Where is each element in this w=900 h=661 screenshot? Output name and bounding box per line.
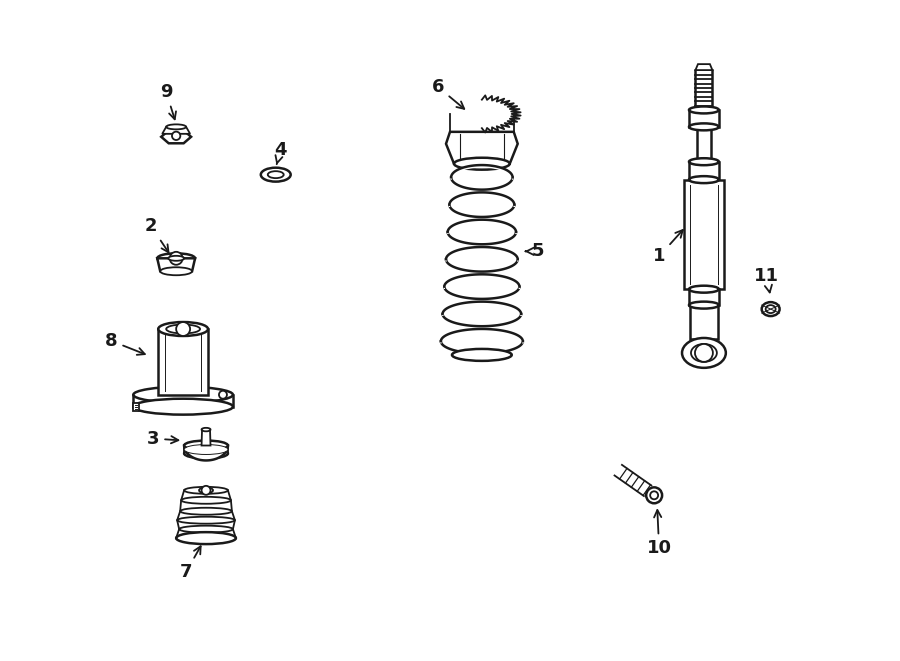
Ellipse shape [199,487,213,493]
Text: 9: 9 [160,83,176,119]
Ellipse shape [184,449,228,459]
Ellipse shape [689,301,719,309]
Circle shape [176,322,190,336]
Ellipse shape [160,267,192,275]
Polygon shape [450,95,521,132]
Polygon shape [441,329,523,343]
Circle shape [650,491,658,499]
Text: 6: 6 [432,78,464,109]
Bar [689,162,719,180]
Ellipse shape [133,399,233,414]
Ellipse shape [682,338,725,368]
Ellipse shape [133,387,233,403]
Text: 8: 8 [105,332,145,355]
Polygon shape [162,127,190,134]
Ellipse shape [689,124,719,130]
Ellipse shape [180,508,232,515]
Ellipse shape [766,305,776,313]
Polygon shape [158,258,195,271]
Bar [689,289,719,305]
Ellipse shape [454,158,509,170]
Ellipse shape [689,176,719,183]
Circle shape [646,487,662,503]
Polygon shape [161,130,191,143]
Ellipse shape [158,322,208,336]
Ellipse shape [181,497,231,504]
Ellipse shape [761,302,779,316]
Circle shape [170,252,183,265]
Ellipse shape [689,158,719,165]
Text: 4: 4 [274,141,287,165]
Polygon shape [443,301,521,316]
Ellipse shape [158,253,195,263]
Polygon shape [696,64,713,70]
Ellipse shape [184,444,228,455]
Ellipse shape [202,428,211,432]
Polygon shape [446,247,518,261]
Ellipse shape [168,256,184,261]
Ellipse shape [179,525,233,533]
Polygon shape [449,192,514,207]
Ellipse shape [184,487,228,494]
Circle shape [695,344,713,362]
Bar [697,127,711,162]
Ellipse shape [261,168,291,182]
Text: 3: 3 [147,430,178,447]
Polygon shape [184,446,228,461]
Ellipse shape [176,532,236,544]
Ellipse shape [268,171,284,178]
Bar [689,110,719,127]
Polygon shape [202,430,211,446]
Circle shape [172,132,180,140]
Text: 2: 2 [145,217,168,253]
Circle shape [202,486,211,495]
Polygon shape [133,395,233,407]
Ellipse shape [166,124,186,130]
Ellipse shape [689,286,719,293]
Bar [690,305,718,339]
Polygon shape [445,274,519,289]
Ellipse shape [176,535,236,541]
Text: 5: 5 [526,243,544,260]
Polygon shape [446,132,518,164]
Polygon shape [447,219,516,234]
Polygon shape [133,403,140,410]
Circle shape [219,391,227,399]
Bar [684,180,724,289]
Ellipse shape [177,517,235,524]
Polygon shape [158,329,208,395]
Ellipse shape [184,440,228,451]
Text: 1: 1 [652,230,683,265]
Text: 10: 10 [646,510,671,557]
Polygon shape [451,165,513,179]
Ellipse shape [166,325,200,334]
Text: 11: 11 [754,267,779,292]
Ellipse shape [691,344,717,362]
Text: 7: 7 [180,546,201,581]
Ellipse shape [689,106,719,114]
Ellipse shape [452,349,512,361]
